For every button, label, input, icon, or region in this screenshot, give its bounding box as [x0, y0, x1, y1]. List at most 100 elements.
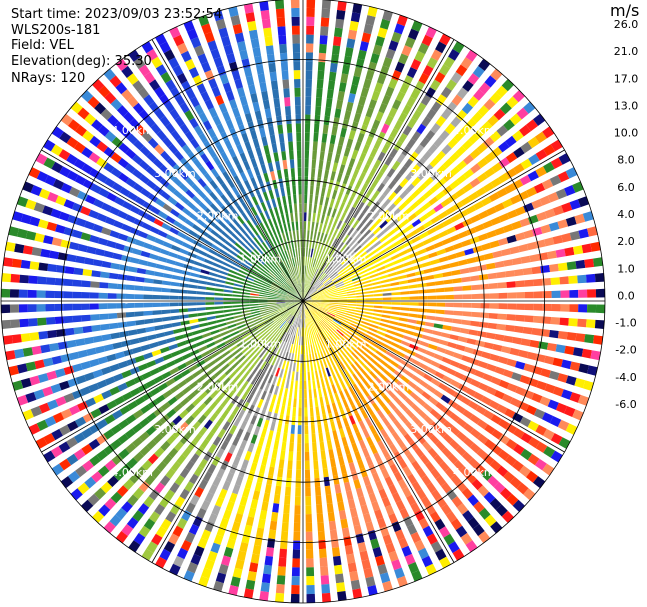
velocity-gate [442, 324, 452, 331]
velocity-gate [335, 382, 342, 392]
velocity-gate [421, 391, 432, 401]
velocity-gate [411, 460, 422, 471]
velocity-gate [506, 234, 517, 244]
velocity-gate [296, 309, 301, 318]
azimuth-spoke [302, 300, 565, 453]
velocity-gate [384, 333, 394, 340]
velocity-gate [334, 353, 341, 363]
velocity-gate [66, 254, 77, 263]
velocity-gate [305, 505, 312, 515]
velocity-gate [117, 157, 129, 169]
velocity-gate [340, 323, 349, 330]
velocity-gate [425, 130, 436, 141]
velocity-gate [296, 132, 302, 142]
velocity-gate [360, 355, 369, 363]
velocity-gate [138, 259, 149, 266]
velocity-gate [549, 330, 559, 339]
velocity-gate [308, 317, 313, 327]
velocity-gate [524, 303, 534, 311]
velocity-gate [86, 347, 97, 356]
velocity-gate [349, 177, 356, 187]
velocity-gate [165, 234, 176, 242]
velocity-gate [212, 155, 222, 166]
velocity-gate [425, 26, 437, 39]
velocity-gate [278, 205, 284, 215]
velocity-gate [244, 141, 252, 152]
velocity-gate [332, 320, 340, 327]
velocity-gate [411, 358, 421, 367]
velocity-gate [414, 50, 426, 63]
velocity-gate [145, 269, 155, 276]
velocity-gate [197, 317, 208, 322]
velocity-gate [112, 252, 123, 260]
velocity-gate [417, 347, 427, 354]
velocity-gate [226, 190, 234, 200]
velocity-gate [253, 425, 261, 436]
velocity-gate [314, 477, 321, 488]
velocity-gate [166, 337, 176, 344]
velocity-gate [190, 138, 200, 149]
velocity-gate [434, 280, 445, 286]
velocity-gate [494, 260, 505, 269]
velocity-gate [484, 439, 496, 450]
velocity-gate [144, 116, 156, 128]
velocity-gate [274, 279, 283, 286]
velocity-gate [40, 344, 51, 354]
velocity-gate [72, 291, 82, 299]
velocity-gate [363, 567, 374, 579]
velocity-gate [250, 177, 257, 187]
velocity-gate [255, 204, 263, 214]
velocity-gate [295, 123, 301, 133]
velocity-gate [95, 345, 105, 354]
velocity-gate [385, 244, 395, 252]
velocity-gate [361, 276, 371, 282]
velocity-gate [325, 431, 331, 442]
velocity-gate [312, 442, 317, 452]
velocity-gate [305, 514, 312, 523]
velocity-gate [259, 290, 269, 294]
velocity-gate [409, 391, 420, 401]
velocity-gate [88, 209, 100, 219]
velocity-gate [231, 70, 241, 81]
velocity-gate [434, 371, 445, 380]
velocity-gate [346, 287, 355, 292]
velocity-gate [429, 79, 441, 91]
velocity-gate [411, 235, 421, 244]
velocity-gate [566, 261, 577, 270]
velocity-gate [277, 304, 286, 308]
velocity-gate [317, 168, 323, 178]
velocity-gate [328, 306, 338, 310]
velocity-gate [20, 259, 31, 269]
velocity-gate [218, 270, 228, 276]
velocity-gate [449, 334, 459, 341]
velocity-gate [347, 298, 357, 301]
velocity-gate [358, 152, 367, 163]
velocity-gate [263, 279, 272, 285]
velocity-gate [396, 153, 406, 164]
velocity-gate [241, 304, 250, 307]
velocity-gate [276, 395, 282, 405]
velocity-gate [170, 130, 181, 141]
velocity-gate [304, 185, 308, 195]
velocity-gate [340, 370, 347, 380]
velocity-gate [241, 459, 249, 470]
velocity-gate [192, 75, 203, 86]
velocity-gate [229, 492, 238, 503]
velocity-gate [497, 282, 507, 289]
velocity-gate [298, 345, 301, 355]
velocity-gate [409, 296, 419, 300]
velocity-gate [299, 309, 302, 319]
velocity-gate [234, 364, 243, 373]
velocity-gate [135, 196, 146, 206]
velocity-gate [296, 230, 299, 240]
velocity-gate [140, 404, 151, 414]
velocity-gate [311, 424, 316, 434]
velocity-gate [98, 404, 110, 415]
velocity-gate [214, 239, 224, 247]
velocity-gate [250, 553, 260, 564]
velocity-gate [411, 131, 422, 142]
velocity-gate [263, 27, 272, 38]
velocity-gate [345, 425, 353, 436]
velocity-gate [231, 298, 241, 301]
velocity-gate [342, 234, 350, 243]
